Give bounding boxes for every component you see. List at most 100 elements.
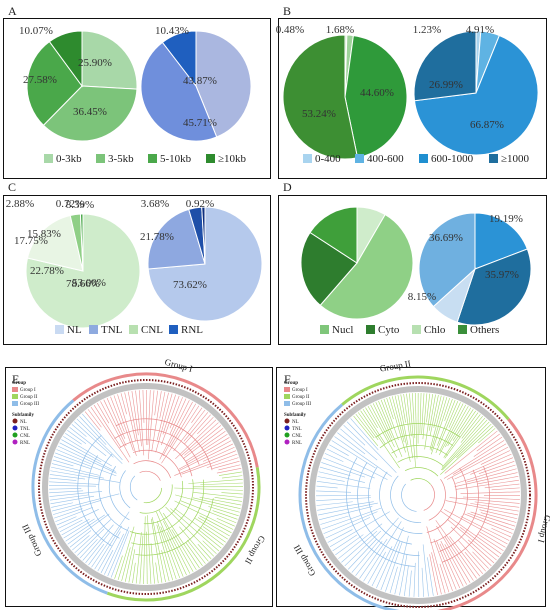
tree-branch <box>178 440 232 470</box>
tree-branch <box>386 397 394 420</box>
tree-branch <box>429 554 438 596</box>
tree-leaf-label-ring <box>309 386 527 604</box>
tree-branch <box>440 419 488 471</box>
tree-branch <box>337 432 366 455</box>
tree-branch <box>49 490 84 494</box>
tree-branch <box>380 540 401 591</box>
tree-branch <box>365 407 378 429</box>
legend-swatch <box>55 325 64 334</box>
tree-legend-swatch <box>12 394 18 399</box>
tree-branch <box>169 398 187 435</box>
tree-branch <box>326 448 388 480</box>
pie-value-label: 53.00% <box>72 277 106 289</box>
legend-swatch <box>355 154 364 163</box>
tree-branch <box>143 516 146 584</box>
tree-branch <box>419 393 422 434</box>
tree-branch <box>325 517 371 539</box>
tree-branch <box>427 557 434 596</box>
legend-swatch <box>489 154 498 163</box>
tree-branch <box>439 563 450 593</box>
tree-branch <box>391 396 405 443</box>
tree-branch <box>440 510 502 555</box>
pie-value-label: 19.19% <box>489 213 523 225</box>
tree-legend-label: Group I <box>292 388 308 393</box>
tree-internal-arc <box>115 418 213 471</box>
tree-internal-arc <box>119 470 131 509</box>
tree-group-label: Group I <box>536 514 550 544</box>
legend-swatch <box>303 154 312 163</box>
tree-branch <box>51 463 100 476</box>
tree-branch <box>53 456 91 469</box>
tree-branch <box>422 393 428 440</box>
tree-branch <box>316 485 338 489</box>
tree-branch <box>171 529 197 571</box>
tree-branch <box>161 550 170 582</box>
panel-label-a: A <box>8 4 17 18</box>
pie-b-2: 1.23% 4.91% 66.87% 26.99% <box>413 24 539 156</box>
tree-branch <box>437 399 456 446</box>
tree-branch <box>124 533 137 582</box>
tree-branch <box>59 442 116 472</box>
tree-branch <box>191 407 203 423</box>
tree-branch <box>194 518 228 540</box>
tree-branch <box>52 459 74 467</box>
tree-branch <box>147 390 151 446</box>
tree-branch <box>113 395 134 451</box>
panel-label-f: F <box>284 372 291 386</box>
tree-branch <box>444 406 469 448</box>
tree-branch <box>403 565 409 597</box>
tree-branch <box>459 527 500 558</box>
tree-branch <box>55 452 117 477</box>
legend-swatch <box>96 154 105 163</box>
tree-branch <box>216 468 242 474</box>
tree-branch <box>202 526 226 543</box>
panel-f-frame <box>276 367 546 607</box>
tree-branch <box>353 415 379 446</box>
tree-branch <box>403 393 414 459</box>
tree-branch <box>159 391 166 419</box>
tree-branch <box>117 526 135 580</box>
legend-swatch <box>419 154 428 163</box>
tree-branch <box>389 397 406 453</box>
tree-branch <box>71 424 87 437</box>
tree-branch <box>426 526 446 594</box>
tree-branch <box>49 477 77 481</box>
tree-legend-swatch <box>12 401 18 406</box>
tree-branch <box>406 393 412 437</box>
tree-branch <box>470 457 514 475</box>
tree-legend-label: Group III <box>20 402 39 407</box>
tree-branch <box>421 393 425 434</box>
panel-label-e: E <box>12 372 20 386</box>
tree-branch <box>399 553 408 596</box>
tree-internal-arc <box>131 479 205 546</box>
pie-value-label: 66.87% <box>470 119 504 131</box>
legend-swatch <box>366 325 375 334</box>
tree-branch <box>160 526 181 579</box>
tree-branch <box>347 539 377 570</box>
pie-value-label: 21.78% <box>140 231 174 243</box>
tree-branch <box>120 393 127 415</box>
tree-branch <box>82 413 123 461</box>
tree-branch <box>470 503 519 512</box>
tree-branch <box>221 492 243 495</box>
legend-label: 600-1000 <box>431 153 474 165</box>
tree-branch <box>460 516 510 541</box>
tree-branch <box>174 500 234 530</box>
pie-slice-Cyto <box>456 248 532 326</box>
tree-legend-dot <box>12 425 18 431</box>
pie-d-1: 8.39% 53.00% 22.78% 15.83% <box>27 199 414 320</box>
tree-branch <box>183 412 209 442</box>
tree-branch <box>179 526 209 562</box>
tree-branch <box>454 453 512 480</box>
tree-branch <box>174 450 237 476</box>
tree-branch <box>84 411 101 431</box>
tree-branch <box>218 471 242 476</box>
tree-branch <box>165 506 215 557</box>
tree-branch <box>97 531 121 572</box>
tree-branch <box>174 487 243 491</box>
tree-branch <box>197 529 222 549</box>
legend-d: Nucl Cyto Chlo Others <box>320 324 499 336</box>
tree-branch <box>444 398 453 421</box>
tree-legend-dot <box>284 425 290 431</box>
tree-branch <box>426 393 431 423</box>
